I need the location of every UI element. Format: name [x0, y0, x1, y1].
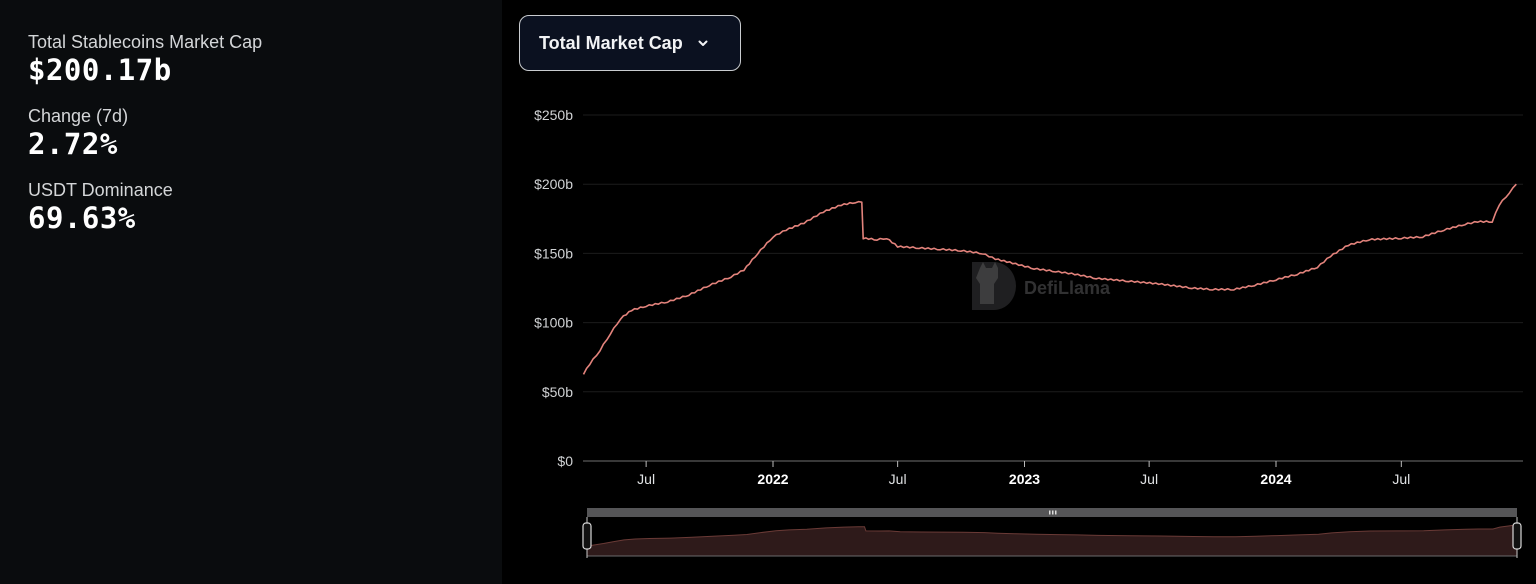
range-start-handle[interactable]: [582, 517, 592, 558]
chart-type-dropdown[interactable]: Total Market Cap: [519, 15, 741, 71]
stat-label: Change (7d): [28, 106, 129, 126]
y-tick-label: $250b: [534, 107, 573, 123]
y-tick-label: $50b: [542, 384, 573, 400]
drag-grip-icon[interactable]: [1049, 510, 1057, 515]
y-tick-label: $150b: [534, 245, 573, 261]
stat-label: USDT Dominance: [28, 180, 173, 200]
y-tick-label: $200b: [534, 176, 573, 192]
range-navigator[interactable]: [582, 508, 1522, 558]
chart-panel: $0 $50b $100b $150b $200b $250b Jul 2022 Jul 2023…: [502, 0, 1536, 584]
stat-label: Total Stablecoins Market Cap: [28, 32, 263, 52]
x-tick-label: Jul: [637, 471, 655, 487]
watermark-text: DefiLlama: [1024, 278, 1111, 298]
x-tick-label: 2024: [1260, 471, 1291, 487]
x-tick-label: 2023: [1009, 471, 1040, 487]
x-tick-label: Jul: [1140, 471, 1158, 487]
y-tick-label: $0: [557, 453, 573, 469]
stat-value: $200.17b: [28, 53, 172, 87]
stat-total-market-cap: Total Stablecoins Market Cap $200.17b: [28, 30, 474, 86]
chevron-down-icon: [696, 36, 710, 50]
stats-panel: Total Stablecoins Market Cap $200.17b Ch…: [0, 0, 502, 584]
stat-usdt-dominance: USDT Dominance 69.63%: [28, 178, 474, 234]
llama-logo-icon: [972, 262, 1016, 310]
market-cap-line: [582, 183, 1517, 375]
stat-value: 2.72%: [28, 127, 118, 161]
dropdown-label: Total Market Cap: [539, 32, 683, 53]
stat-change-7d: Change (7d) 2.72%: [28, 104, 474, 160]
x-tick-label: Jul: [889, 471, 907, 487]
market-cap-chart[interactable]: $0 $50b $100b $150b $200b $250b Jul 2022 Jul 2023…: [502, 0, 1536, 584]
defillama-watermark: DefiLlama: [972, 262, 1111, 310]
range-end-handle[interactable]: [1512, 517, 1522, 558]
x-tick-label: 2022: [757, 471, 788, 487]
navigator-area: [587, 524, 1517, 556]
y-tick-label: $100b: [534, 315, 573, 331]
stat-value: 69.63%: [28, 201, 136, 235]
x-tick-label: Jul: [1392, 471, 1410, 487]
